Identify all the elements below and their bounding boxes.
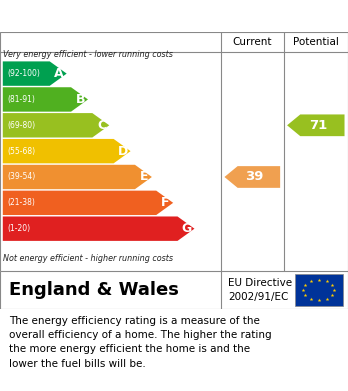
Text: (69-80): (69-80) [7,121,35,130]
Polygon shape [3,165,152,189]
Text: (92-100): (92-100) [7,69,40,78]
Polygon shape [3,87,88,112]
Text: 71: 71 [309,119,327,132]
Polygon shape [287,115,345,136]
Text: F: F [161,196,170,209]
Bar [295,274,343,306]
Text: (21-38): (21-38) [7,198,35,207]
Text: C: C [97,119,106,132]
Text: (55-68): (55-68) [7,147,35,156]
Polygon shape [3,217,195,241]
Text: Energy Efficiency Rating: Energy Efficiency Rating [9,9,230,23]
Polygon shape [3,139,130,163]
Text: Not energy efficient - higher running costs: Not energy efficient - higher running co… [3,254,173,263]
Polygon shape [3,61,67,86]
Text: Current: Current [232,37,272,47]
Text: (81-91): (81-91) [7,95,35,104]
Polygon shape [224,166,280,188]
Text: (39-54): (39-54) [7,172,35,181]
Text: D: D [118,145,128,158]
Text: The energy efficiency rating is a measure of the
overall efficiency of a home. T: The energy efficiency rating is a measur… [9,316,271,369]
Text: A: A [54,67,64,80]
Text: G: G [182,222,192,235]
Polygon shape [3,191,173,215]
Text: B: B [76,93,85,106]
Text: EU Directive
2002/91/EC: EU Directive 2002/91/EC [228,278,292,301]
Text: 39: 39 [245,170,263,183]
Text: E: E [140,170,149,183]
Text: (1-20): (1-20) [7,224,30,233]
Text: Potential: Potential [293,37,339,47]
Text: Very energy efficient - lower running costs: Very energy efficient - lower running co… [3,50,173,59]
Polygon shape [3,113,109,138]
Text: England & Wales: England & Wales [9,281,179,299]
